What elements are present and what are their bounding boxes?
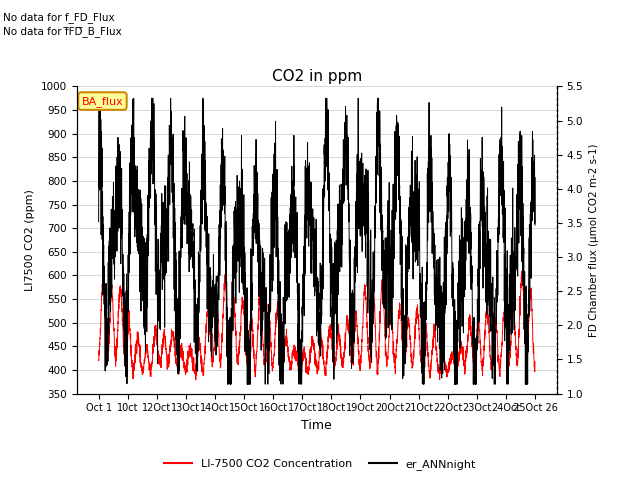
- X-axis label: Time: Time: [301, 419, 332, 432]
- Y-axis label: FD Chamber flux (μmol CO2 m-2 s-1): FD Chamber flux (μmol CO2 m-2 s-1): [589, 143, 598, 337]
- Legend: LI-7500 CO2 Concentration, er_ANNnight: LI-7500 CO2 Concentration, er_ANNnight: [160, 455, 480, 474]
- Text: No data for f̅FD̅_B_Flux: No data for f̅FD̅_B_Flux: [3, 26, 122, 37]
- Y-axis label: LI7500 CO2 (ppm): LI7500 CO2 (ppm): [26, 189, 35, 291]
- Text: BA_flux: BA_flux: [82, 96, 124, 107]
- Title: CO2 in ppm: CO2 in ppm: [271, 69, 362, 84]
- Text: No data for f_FD_Flux: No data for f_FD_Flux: [3, 12, 115, 23]
